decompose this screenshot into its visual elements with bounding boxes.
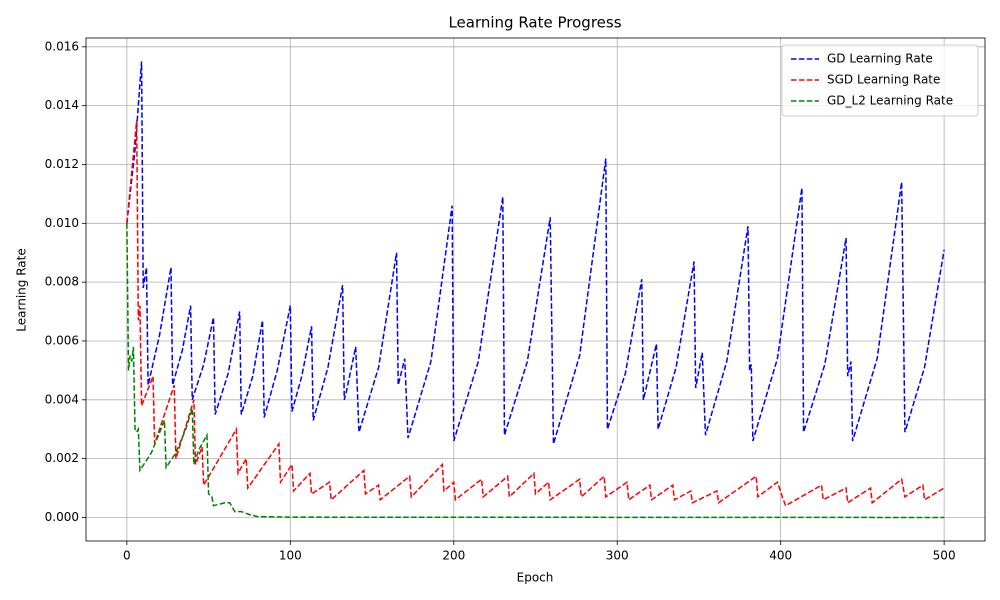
x-tick-label: 200	[442, 549, 465, 563]
y-axis-label: Learning Rate	[15, 248, 29, 331]
y-tick-label: 0.000	[45, 510, 79, 524]
line-series	[126, 61, 945, 445]
y-tick-label: 0.012	[45, 157, 79, 171]
y-tick-label: 0.004	[45, 392, 79, 406]
plot-frame	[85, 37, 986, 542]
y-tick-label: 0.014	[45, 98, 79, 112]
chart-title: Learning Rate Progress	[448, 14, 621, 32]
x-tick-label: 0	[123, 549, 131, 563]
y-tick-label: 0.006	[45, 333, 79, 347]
line-series	[126, 223, 945, 519]
y-tick-label: 0.002	[45, 451, 79, 465]
x-tick-label: 100	[279, 549, 302, 563]
line-series	[126, 120, 945, 507]
legend-label: SGD Learning Rate	[827, 73, 940, 87]
legend-label: GD Learning Rate	[827, 52, 933, 66]
y-tick-label: 0.016	[45, 39, 79, 53]
x-tick-label: 400	[769, 549, 792, 563]
legend-box	[781, 44, 979, 117]
legend-label: GD_L2 Learning Rate	[827, 94, 953, 108]
y-tick-label: 0.008	[45, 275, 79, 289]
x-axis-label: Epoch	[517, 571, 554, 585]
legend: GD Learning Rate SGD Learning Rate GD_L2 L…	[781, 44, 979, 117]
x-tick-label: 300	[606, 549, 629, 563]
x-tick-label: 500	[933, 549, 956, 563]
y-tick-label: 0.010	[45, 216, 79, 230]
